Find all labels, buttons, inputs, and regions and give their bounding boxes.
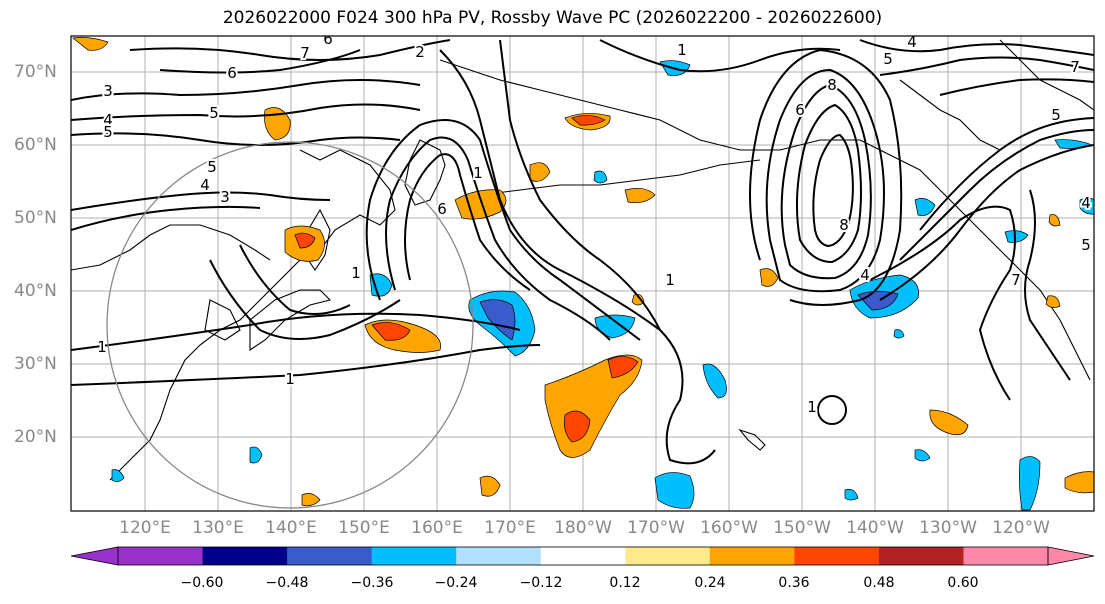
contour-label: 3 <box>220 188 230 206</box>
contour-label: 6 <box>795 101 805 119</box>
lat-label-20: 20°N <box>14 427 57 447</box>
lat-label-70: 70°N <box>14 62 57 82</box>
colorbar-tick: −0.24 <box>434 575 478 591</box>
contour-label: 5 <box>103 123 113 141</box>
reference-circle <box>106 141 474 509</box>
colorbar-tick: −0.48 <box>265 575 309 591</box>
colorbar-swatch <box>963 547 1049 565</box>
colorbar-swatch <box>118 547 204 565</box>
colorbar-swatch <box>371 547 457 565</box>
colorbar-tick: 0.60 <box>947 575 979 591</box>
colorbar-tick: 0.24 <box>694 575 726 591</box>
contour-label: 8 <box>839 216 849 234</box>
colorbar-swatch <box>794 547 880 565</box>
contour-label: 5 <box>1081 236 1091 254</box>
lon-label-130w: 130°W <box>919 518 977 538</box>
contour-label: 5 <box>1051 106 1061 124</box>
lon-label-150e: 150°E <box>338 518 390 538</box>
lon-label-120w: 120°W <box>992 518 1050 538</box>
colorbar-extend-low <box>70 546 119 566</box>
colorbar-tick: 0.12 <box>609 575 641 591</box>
colorbar-tick: 0.36 <box>778 575 810 591</box>
pv-anomaly-shading <box>72 37 1094 511</box>
contour-label: 8 <box>827 76 837 94</box>
colorbar-swatch <box>625 547 711 565</box>
colorbar-frame <box>117 546 1049 566</box>
contour-label: 6 <box>323 30 333 48</box>
contour-label: 7 <box>1070 58 1080 76</box>
lon-label-150w: 150°W <box>773 518 831 538</box>
contour-label: 1 <box>97 338 107 356</box>
contour-label: 4 <box>1081 194 1091 212</box>
contour-label: 3 <box>103 84 113 102</box>
colorbar-tick: 0.48 <box>863 575 895 591</box>
colorbar-tick: −0.12 <box>519 575 563 591</box>
colorbar-extend-high <box>1047 546 1095 566</box>
lon-label-160w: 160°W <box>700 518 758 538</box>
colorbar-swatch <box>456 547 542 565</box>
contour-label: 6 <box>227 64 237 82</box>
lon-label-170e: 170°E <box>484 518 536 538</box>
contour-label: 1 <box>285 370 295 388</box>
contour-label: 1 <box>677 41 687 59</box>
lat-label-50: 50°N <box>14 208 57 228</box>
lon-label-140e: 140°E <box>265 518 317 538</box>
pv-contours <box>71 39 1094 465</box>
contour-label: 1 <box>351 264 361 282</box>
contour-label: 5 <box>207 158 217 176</box>
contour-label: 5 <box>209 104 219 122</box>
contour-label: 6 <box>437 200 447 218</box>
colorbar-tick: −0.60 <box>180 575 224 591</box>
lon-label-130e: 130°E <box>192 518 244 538</box>
colorbar-tick: −0.36 <box>350 575 394 591</box>
lon-label-120e: 120°E <box>119 518 171 538</box>
colorbar-swatch <box>202 547 288 565</box>
contour-label: 3 <box>103 82 113 100</box>
colorbar-swatch <box>878 547 964 565</box>
lon-label-180w: 180°W <box>554 518 612 538</box>
lat-label-40: 40°N <box>14 281 57 301</box>
contour-label: 4 <box>860 266 870 284</box>
lon-label-170w: 170°W <box>627 518 685 538</box>
contour-label: 7 <box>300 44 310 62</box>
colorbar-swatch <box>540 547 626 565</box>
contour-label: 4 <box>907 33 917 51</box>
lat-label-60: 60°N <box>14 135 57 155</box>
plot-border <box>70 35 1095 512</box>
contour-label: 1 <box>473 164 483 182</box>
colorbar-swatch <box>287 547 373 565</box>
map-title: 2026022000 F024 300 hPa PV, Rossby Wave … <box>222 8 883 28</box>
contour-label: 2 <box>415 43 425 61</box>
contour-label: 4 <box>103 111 113 129</box>
lon-label-160e: 160°E <box>411 518 463 538</box>
contour-label: 4 <box>200 176 210 194</box>
lat-label-30: 30°N <box>14 354 57 374</box>
colorbar <box>70 546 1095 566</box>
contour-label: 5 <box>883 50 893 68</box>
contour-label: 7 <box>1011 271 1021 289</box>
colorbar-swatch <box>709 547 795 565</box>
contour-label: 1 <box>807 398 817 416</box>
lon-label-140w: 140°W <box>846 518 904 538</box>
contour-label: 1 <box>665 271 675 289</box>
